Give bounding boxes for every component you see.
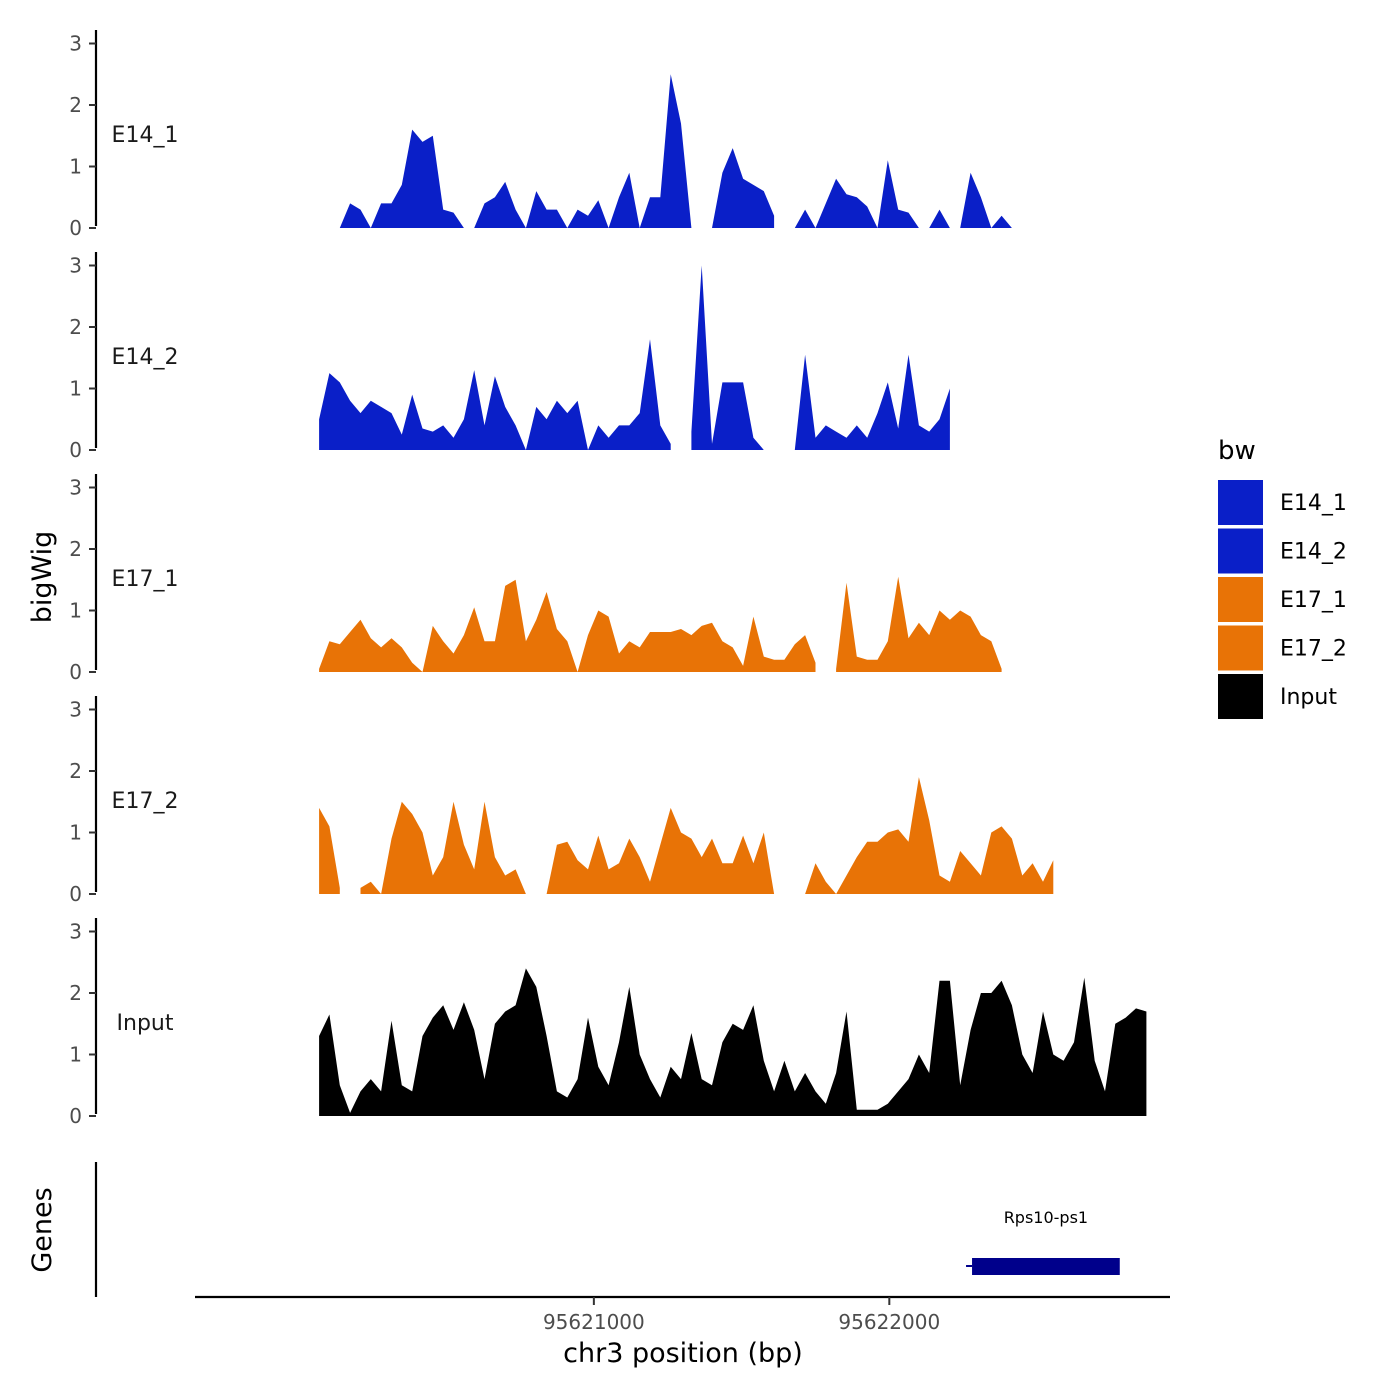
x-axis: chr3 position (bp) 95621000 95622000 [195, 1295, 1170, 1369]
signal-area [836, 576, 1002, 672]
y-tick-label: 0 [69, 1104, 82, 1128]
track-label: E14_2 [112, 345, 179, 370]
signal-area [794, 160, 1012, 228]
signal-area [339, 74, 692, 228]
legend-title: bw [1218, 436, 1256, 466]
y-tick-label: 2 [69, 537, 82, 561]
gene-body [972, 1258, 1120, 1275]
y-tick-label: 2 [69, 93, 82, 117]
legend-label: E17_2 [1280, 637, 1347, 662]
x-tick-label: 95621000 [543, 1310, 645, 1334]
signal-area [794, 354, 950, 450]
legend-key [1218, 480, 1263, 525]
track-label: Input [117, 1011, 174, 1036]
track-E17_1: 0 1 2 3 E17_1 [69, 474, 1002, 684]
track-E14_1: 0 1 2 3 E14_1 [69, 30, 1012, 240]
signal-area [712, 148, 775, 228]
y-tick-label: 3 [69, 476, 82, 500]
signal-area [319, 339, 671, 450]
x-axis-title: chr3 position (bp) [563, 1338, 803, 1369]
gene-track: Genes Rps10-ps1 [27, 1162, 1120, 1297]
signal-area [360, 801, 526, 894]
track-label: E17_1 [112, 567, 179, 592]
legend-label: E14_1 [1280, 491, 1347, 516]
y-tick-label: 2 [69, 315, 82, 339]
legend-key [1218, 674, 1263, 719]
y-tick-label: 3 [69, 920, 82, 944]
legend-key [1218, 528, 1263, 574]
y-tick-label: 3 [69, 254, 82, 278]
x-tick-label: 95622000 [838, 1310, 940, 1334]
legend-label: E14_2 [1280, 540, 1347, 565]
legend-label: Input [1280, 685, 1337, 710]
signal-area [805, 777, 1054, 894]
signal-area [319, 807, 340, 894]
y-tick-label: 0 [69, 216, 82, 240]
y-tick-label: 3 [69, 698, 82, 722]
y-tick-label: 2 [69, 759, 82, 783]
y-tick-label: 1 [69, 821, 82, 845]
legend-key [1218, 577, 1263, 622]
track-label: E14_1 [112, 123, 179, 148]
track-E14_2: 0 1 2 3 E14_2 [69, 252, 950, 462]
legend-key [1218, 625, 1263, 671]
signal-area [546, 807, 775, 894]
gene-label: Rps10-ps1 [1004, 1208, 1088, 1227]
track-label: E17_2 [112, 789, 179, 814]
signal-tracks: 0 1 2 3 E14_1 0 1 2 3 E14_2 0 1 2 3 E17_1 0 1 2 3 E17_2 0 1 2 3… [69, 30, 1147, 1128]
track-E17_2: 0 1 2 3 E17_2 [69, 696, 1054, 906]
y-tick-label: 3 [69, 32, 82, 56]
signal-area [319, 579, 816, 672]
legend-label: E17_1 [1280, 588, 1347, 613]
y-tick-label: 1 [69, 599, 82, 623]
y-tick-label: 2 [69, 981, 82, 1005]
y-tick-label: 1 [69, 377, 82, 401]
y-tick-label: 0 [69, 438, 82, 462]
signal-area [319, 968, 1147, 1116]
y-axis-title: bigWig [27, 531, 58, 624]
y-tick-label: 0 [69, 660, 82, 684]
signal-area [691, 265, 764, 450]
legend: bw E14_1 E14_2 E17_1 E17_2 Input [1218, 436, 1347, 719]
gene-track-label: Genes [27, 1187, 58, 1272]
y-tick-label: 1 [69, 1043, 82, 1067]
track-Input: 0 1 2 3 Input [69, 918, 1147, 1128]
y-tick-label: 0 [69, 882, 82, 906]
y-tick-label: 1 [69, 155, 82, 179]
